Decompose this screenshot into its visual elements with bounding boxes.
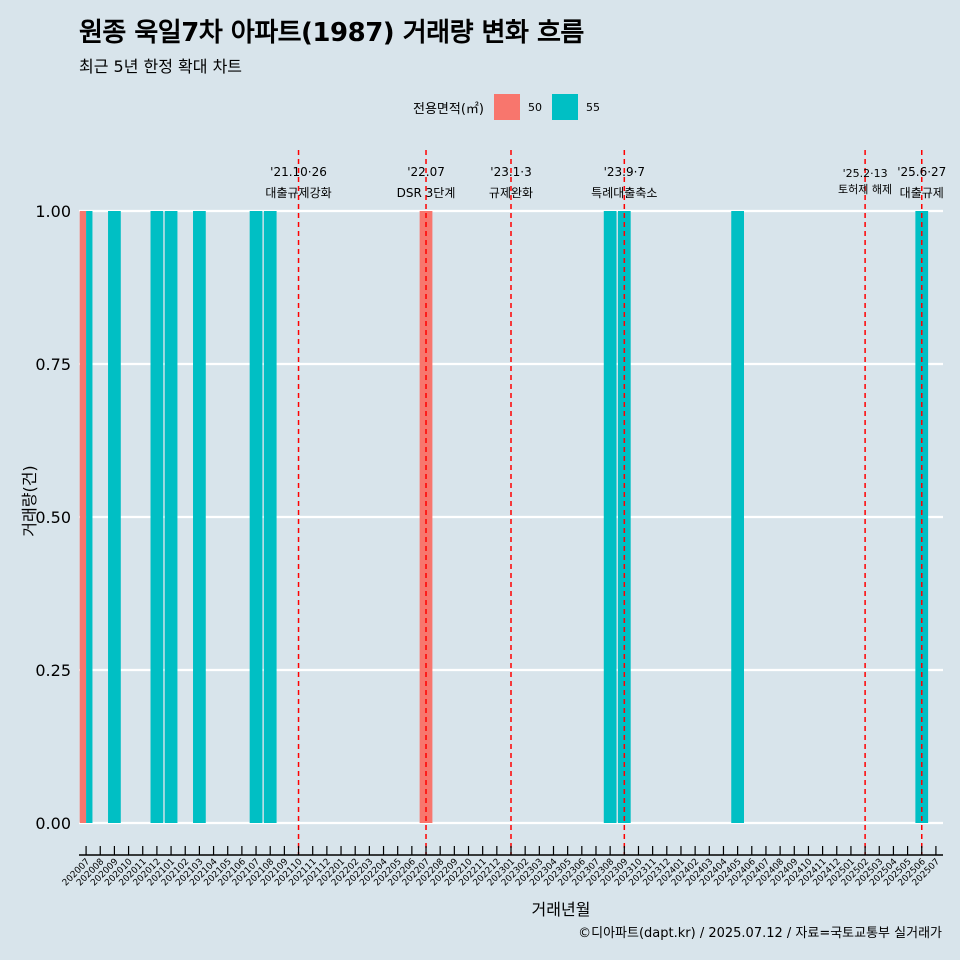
y-tick-label: 0.75 [35,355,71,374]
event-date-label: '21.10·26 [270,165,327,179]
chart-title: 원종 욱일7차 아파트(1987) 거래량 변화 흐름 [79,18,584,48]
event-date-label: '25.2·13 [843,167,888,180]
bar-202007-55 [86,211,93,823]
bar-202101-55 [164,211,178,823]
event-text-label: 규제완화 [489,186,533,200]
legend: 전용면적(㎡) 50 55 [413,93,610,121]
event-date-label: '25.6·27 [897,165,946,179]
bar-202108-55 [263,211,277,823]
bar-202009-55 [108,211,121,823]
bar-202007-50 [79,211,87,823]
event-text-label: DSR 3단계 [397,186,456,200]
bar-202405-55 [731,211,744,823]
legend-title: 전용면적(㎡) [413,101,484,117]
x-axis-title: 거래년월 [532,900,591,919]
y-tick-label: 0.00 [35,814,71,833]
event-date-label: '23.1·3 [490,165,531,179]
event-text-label: 토허제 해제 [838,182,892,196]
y-axis-title: 거래량(건) [20,465,39,536]
event-text-label: 특례대출축소 [591,186,657,200]
bar-202103-55 [193,211,206,823]
legend-swatch-50 [493,94,520,120]
bar-202207-50 [419,211,433,823]
legend-swatch-55 [551,94,578,120]
event-date-label: '22.07 [407,165,445,179]
chart-subtitle: 최근 5년 한정 확대 차트 [79,57,243,76]
event-date-label: '23.9·7 [604,165,645,179]
bar-202012-55 [150,211,164,823]
y-tick-label: 1.00 [35,202,71,221]
legend-label-55: 55 [585,100,600,114]
bar-202506-55 [915,211,929,823]
y-tick-label: 0.25 [35,661,71,680]
caption: ©디아파트(dapt.kr) / 2025.07.12 / 자료=국토교통부 실… [578,926,942,941]
bar-202308-55 [603,211,617,823]
event-text-label: 대출규제강화 [265,186,331,200]
event-text-label: 대출규제 [900,186,944,200]
bar-202107-55 [249,211,263,823]
bar-202309-55 [617,211,631,823]
y-tick-label: 0.50 [35,508,71,527]
legend-label-50: 50 [527,100,542,114]
